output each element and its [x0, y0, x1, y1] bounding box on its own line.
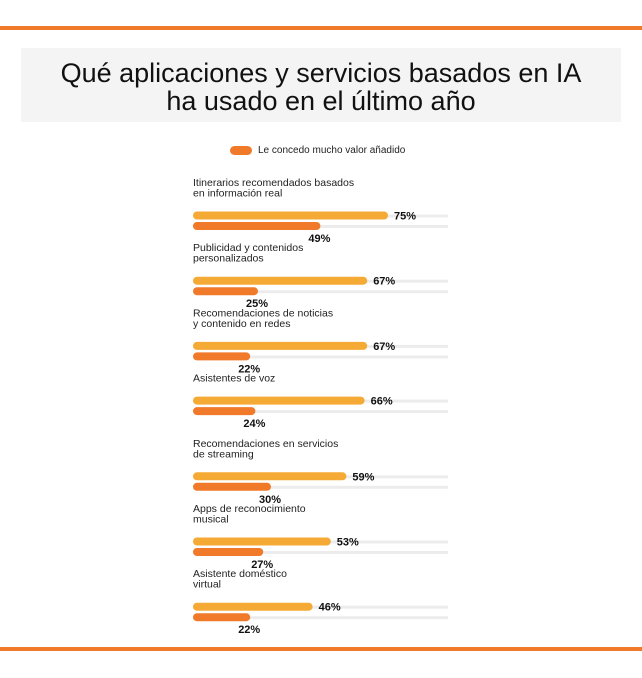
legend: Le concedo mucho valor añadido: [230, 143, 405, 157]
value-label-used: 75%: [394, 211, 416, 223]
value-label-high-value: 49%: [308, 233, 330, 245]
value-label-used: 67%: [373, 341, 395, 353]
value-label-used: 59%: [352, 471, 374, 483]
bar-high-value: [193, 287, 258, 296]
value-label-high-value: 25%: [246, 298, 268, 310]
category-label: de streaming: [193, 448, 254, 460]
bar-high-value: [193, 548, 264, 556]
category-label: Recomendaciones en servicios: [193, 438, 338, 450]
value-label-used: 46%: [319, 602, 341, 614]
category-label: Recomendaciones de noticias: [193, 307, 333, 319]
category-label: virtual: [193, 579, 221, 591]
bar-used: [193, 396, 365, 405]
bar-track: [193, 605, 448, 609]
bar-used: [193, 472, 347, 481]
bar-high-value: [193, 352, 251, 361]
chart-title-line-2: ha usado en el último año: [166, 86, 476, 116]
value-label-used: 67%: [373, 276, 395, 288]
bar-used: [193, 602, 313, 611]
value-label-used: 53%: [337, 537, 359, 549]
category-label: personalizados: [193, 253, 264, 265]
category-label: Asistentes de voz: [193, 373, 275, 385]
category-label: musical: [193, 514, 229, 526]
category-label: y contenido en redes: [193, 318, 290, 330]
legend-label: Le concedo mucho valor añadido: [258, 144, 406, 156]
top-rule: [0, 26, 642, 30]
bar-high-value: [193, 613, 251, 622]
value-label-high-value: 22%: [238, 363, 260, 375]
value-label-used: 66%: [371, 396, 393, 408]
bar-used: [193, 341, 368, 350]
bar-used: [193, 537, 331, 546]
bar-track: [193, 616, 448, 620]
bar-track: [193, 290, 448, 294]
category-label: en información real: [193, 188, 282, 200]
value-label-high-value: 27%: [251, 559, 273, 571]
bottom-rule: [0, 647, 642, 651]
bar-track: [193, 225, 448, 228]
bar-high-value: [193, 407, 256, 416]
bar-track: [193, 355, 448, 359]
bar-track: [193, 485, 448, 489]
bar-used: [193, 276, 368, 285]
category-label: Apps de reconocimiento: [193, 503, 306, 515]
category-label: Asistente doméstico: [193, 568, 287, 580]
value-label-high-value: 22%: [238, 624, 260, 636]
value-label-high-value: 30%: [259, 494, 281, 506]
bar-high-value: [193, 222, 321, 230]
legend-swatch: [230, 145, 252, 155]
category-label: Itinerarios recomendados basados: [193, 177, 354, 189]
bar-used: [193, 211, 388, 220]
bar-high-value: [193, 482, 271, 491]
title-band: [21, 48, 621, 122]
bar-track: [193, 410, 448, 414]
bar-track: [193, 551, 448, 554]
category-label: Publicidad y contenidos: [193, 242, 303, 254]
value-label-high-value: 24%: [243, 418, 265, 430]
chart-title-line-1: Qué aplicaciones y servicios basados en …: [60, 58, 582, 88]
